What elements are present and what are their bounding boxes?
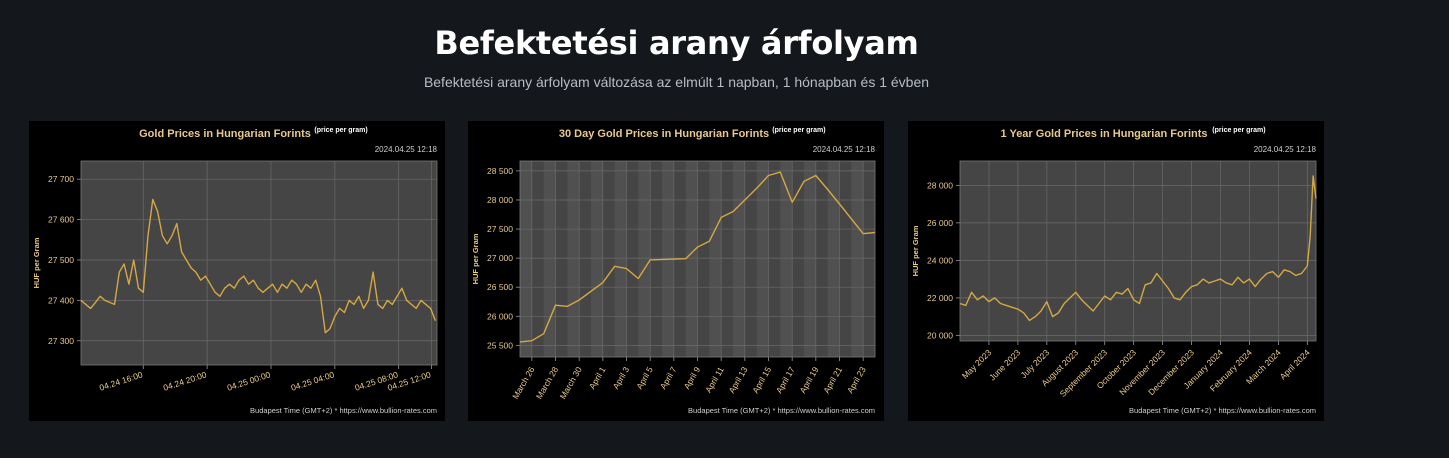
- y-tick-label: 26 000: [927, 218, 953, 228]
- y-tick-label: 27 400: [48, 295, 74, 305]
- x-tick-label: April 1: [587, 365, 608, 391]
- plot-band: [851, 161, 864, 357]
- y-tick-label: 20 000: [927, 330, 953, 340]
- x-tick-label: April 2024: [1278, 347, 1312, 381]
- x-tick-label: April 21: [821, 365, 844, 395]
- chart-title-superscript: (price per gram): [772, 127, 825, 134]
- x-tick-label: April 17: [774, 365, 797, 395]
- plot-band: [685, 161, 698, 357]
- x-tick-label: March 30: [558, 365, 585, 401]
- plot-band: [756, 161, 769, 357]
- y-tick-label: 27 700: [48, 174, 74, 184]
- plot-frame: [959, 160, 1317, 342]
- y-axis-label: HUF per Gram: [911, 225, 920, 276]
- plot-band: [733, 161, 745, 357]
- x-tick-label: April 9: [682, 365, 703, 391]
- plot-band: [614, 161, 627, 357]
- plot-band: [827, 161, 840, 357]
- plot-frame: [80, 160, 438, 366]
- chart-panel-1-year: 1 Year Gold Prices in Hungarian Forints (…: [908, 121, 1324, 421]
- x-tick-label: April 3: [611, 365, 632, 391]
- chart-title: Gold Prices in Hungarian Forints: [139, 128, 311, 140]
- x-tick-label: April 23: [845, 365, 868, 395]
- page-subtitle: Befektetési arany árfolyam változása az …: [423, 74, 930, 90]
- chart-footer: Budapest Time (GMT+2) * https://www.bull…: [250, 406, 437, 415]
- x-tick-label: April 7: [658, 365, 679, 391]
- plot-band: [709, 161, 722, 357]
- chart-timestamp: 2024.04.25 12:18: [1254, 145, 1317, 154]
- x-tick-label: April 15: [750, 365, 773, 395]
- series-line: [80, 198, 437, 334]
- y-tick-label: 26 500: [487, 282, 513, 292]
- x-tick-label: April 19: [797, 365, 820, 395]
- chart-title: 30 Day Gold Prices in Hungarian Forints: [559, 128, 769, 140]
- x-tick-label: March 28: [534, 365, 561, 401]
- chart-title-superscript: (price per gram): [314, 127, 367, 134]
- plot-band: [780, 161, 793, 357]
- chart-timestamp: 2024.04.25 12:18: [375, 145, 438, 154]
- x-tick-label: June 2023: [987, 347, 1022, 382]
- x-tick-label: 04.24 20:00: [162, 369, 208, 392]
- y-tick-label: 28 000: [487, 195, 513, 205]
- y-tick-label: 26 000: [487, 311, 513, 321]
- x-tick-label: April 5: [634, 365, 655, 391]
- y-tick-label: 22 000: [927, 293, 953, 303]
- chart-title-superscript: (price per gram): [1212, 127, 1265, 134]
- chart-panel-1-day: Gold Prices in Hungarian Forints (price p…: [29, 121, 445, 421]
- x-tick-label: April 13: [726, 365, 749, 395]
- series-line: [959, 175, 1317, 322]
- plot-band: [520, 161, 532, 357]
- chart-footer: Budapest Time (GMT+2) * https://www.bull…: [1129, 406, 1316, 415]
- x-tick-label: 04.25 00:00: [226, 369, 272, 392]
- chart-30-day: 30 Day Gold Prices in Hungarian Forints(…: [471, 127, 876, 415]
- y-axis-label: HUF per Gram: [471, 233, 480, 284]
- chart-title: 1 Year Gold Prices in Hungarian Forints: [1000, 128, 1207, 140]
- plot-band: [638, 161, 651, 357]
- y-tick-label: 25 500: [487, 340, 513, 350]
- y-tick-label: 28 000: [927, 180, 953, 190]
- plot-area: [960, 161, 1316, 341]
- y-tick-label: 28 500: [487, 166, 513, 176]
- plot-band: [567, 161, 580, 357]
- series-line: [519, 171, 876, 343]
- page-title: Befektetési arany árfolyam: [434, 24, 919, 62]
- plot-band: [804, 161, 816, 357]
- chart-panel-30-day: 30 Day Gold Prices in Hungarian Forints(…: [468, 121, 884, 421]
- y-tick-label: 27 000: [487, 253, 513, 263]
- y-tick-label: 24 000: [927, 255, 953, 265]
- chart-1-year: 1 Year Gold Prices in Hungarian Forints (…: [911, 127, 1317, 415]
- chart-footer: Budapest Time (GMT+2) * https://www.bull…: [688, 406, 875, 415]
- plot-band: [543, 161, 556, 357]
- plot-frame: [519, 160, 876, 358]
- plot-band: [591, 161, 603, 357]
- x-tick-label: March 26: [510, 365, 537, 401]
- y-tick-label: 27 500: [487, 224, 513, 234]
- y-axis-label: HUF per Gram: [32, 237, 41, 288]
- y-tick-label: 27 300: [48, 336, 74, 346]
- chart-1-day: Gold Prices in Hungarian Forints (price p…: [32, 127, 438, 415]
- chart-timestamp: 2024.04.25 12:18: [813, 145, 876, 154]
- plot-area: [81, 161, 437, 365]
- y-tick-label: 27 500: [48, 255, 74, 265]
- y-tick-label: 27 600: [48, 215, 74, 225]
- x-tick-label: 04.24 16:00: [98, 369, 144, 392]
- x-tick-label: 04.25 04:00: [290, 369, 336, 392]
- x-tick-label: April 11: [703, 365, 726, 395]
